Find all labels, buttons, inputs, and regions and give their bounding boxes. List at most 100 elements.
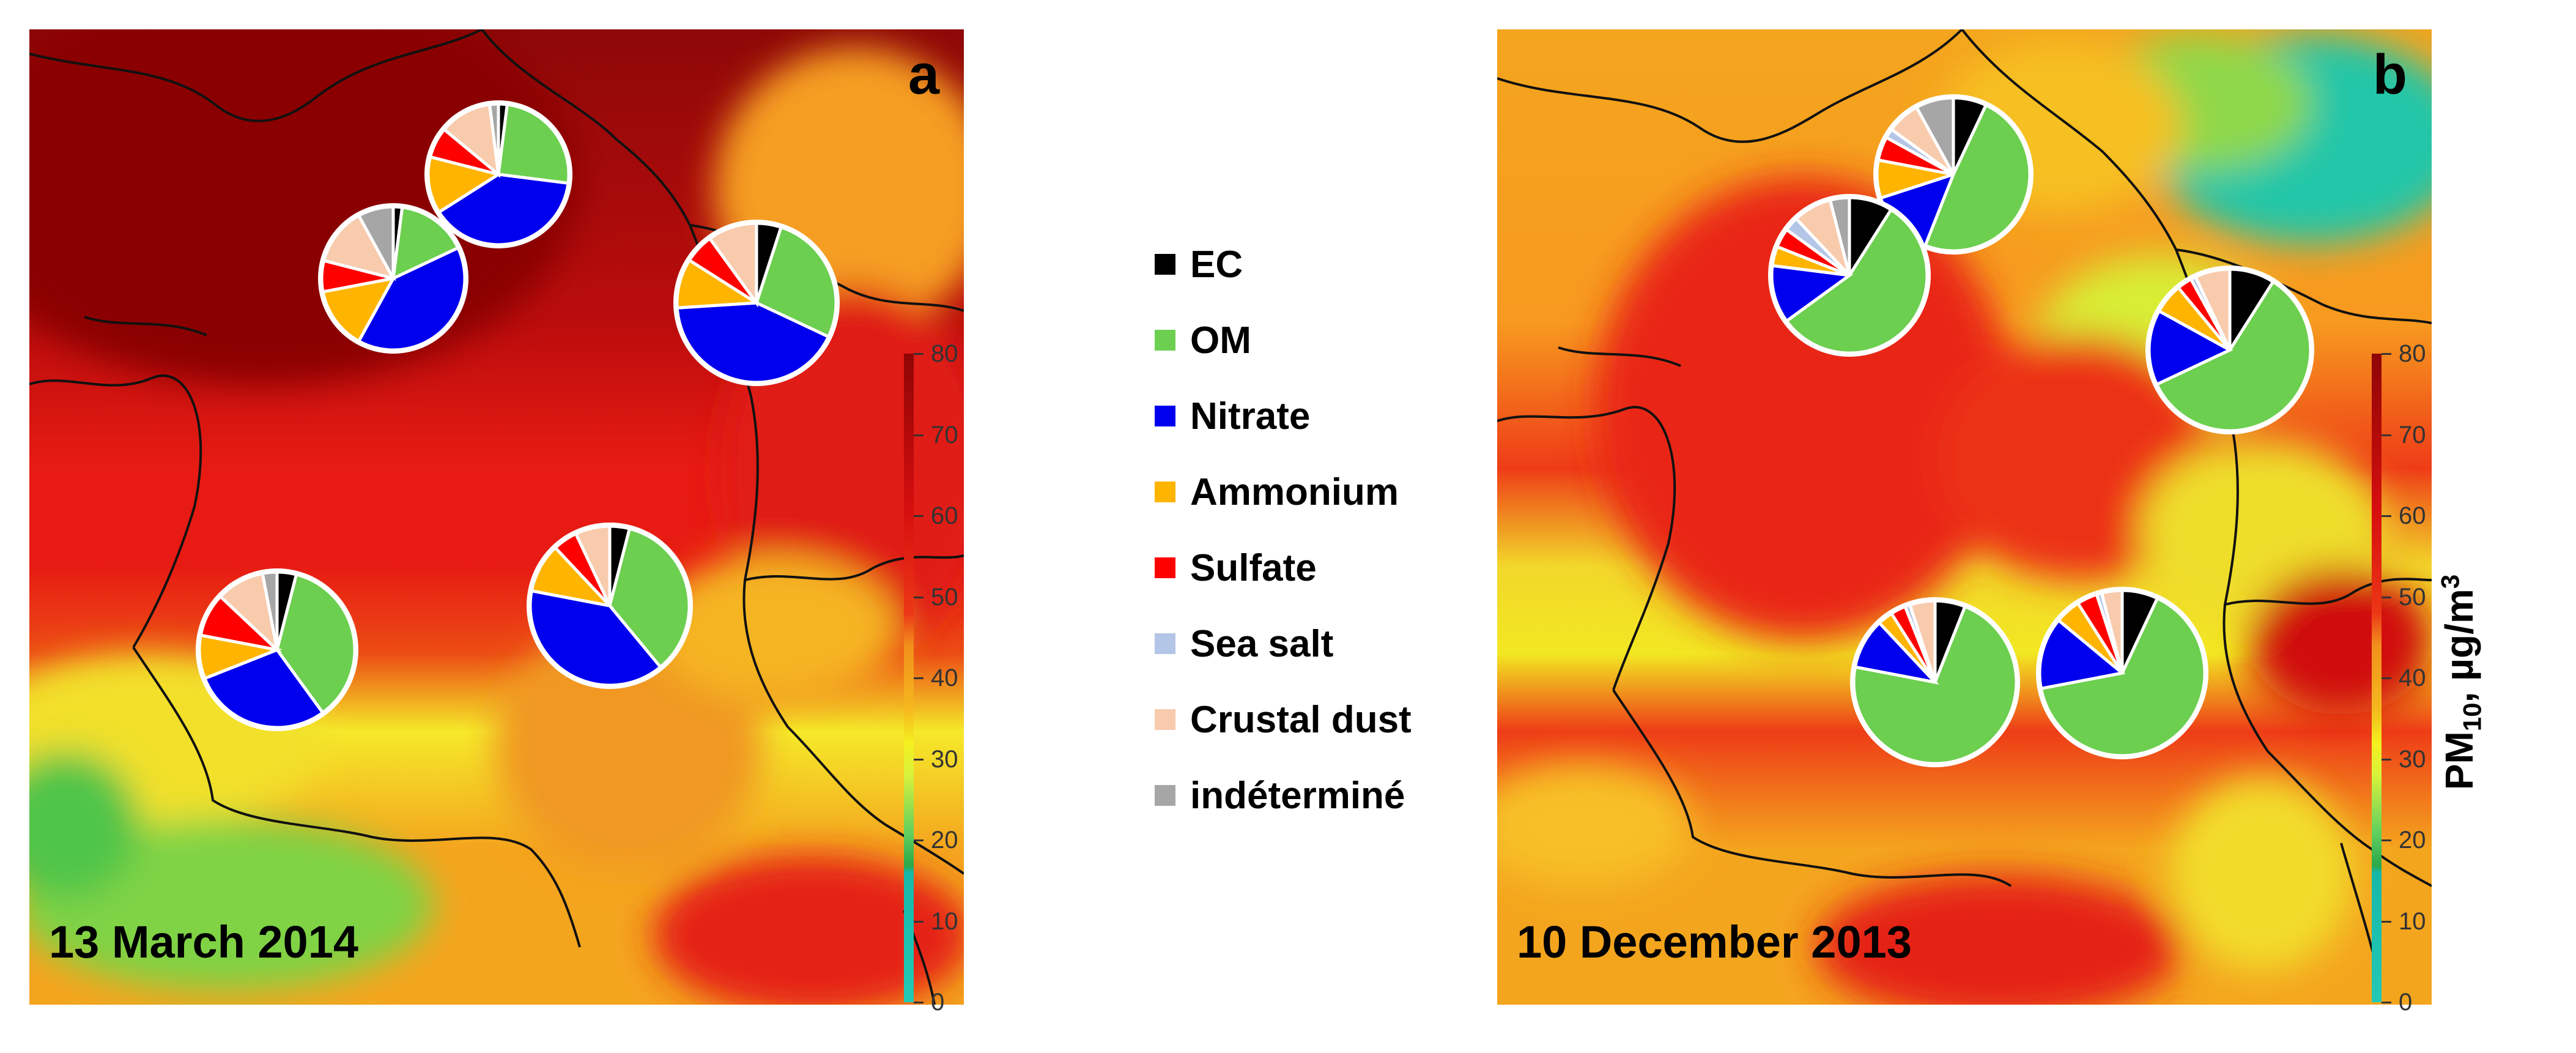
pie-slice-nitrate <box>528 589 663 687</box>
colorbar-tick-label: 80 <box>2399 340 2426 367</box>
panel-date-a: 13 March 2014 <box>49 917 359 967</box>
country-borders <box>1497 29 2432 972</box>
pie-slice-om <box>2155 280 2312 433</box>
pie-chart-a-south-east <box>527 523 693 689</box>
colorbar-tick <box>914 515 923 517</box>
colorbar-tick-label: 10 <box>2399 907 2426 935</box>
pie-slice-crustal-dust <box>1908 599 1937 683</box>
component-legend: EC OM Nitrate Ammonium Sulfate Sea salt … <box>1155 226 1412 833</box>
legend-item-ec: EC <box>1155 226 1412 302</box>
colorbar-tick-label: 40 <box>2399 664 2426 691</box>
pie-slice-crustal-dust <box>442 103 501 178</box>
pie-chart-a-south-west <box>196 568 358 731</box>
pie-slice-nitrate <box>1770 264 1854 324</box>
colorbar-tick-label: 10 <box>931 907 958 935</box>
colorbar-tick-label: 40 <box>931 664 958 691</box>
pie-slice-nitrate <box>202 647 325 729</box>
legend-label-ammonium: Ammonium <box>1190 471 1399 513</box>
pie-slice-om <box>2039 596 2207 757</box>
pie-slice-crustal-dust <box>2100 589 2124 674</box>
colorbar-tick <box>914 434 923 436</box>
colorbar-tick <box>2382 596 2391 598</box>
pie-slice-indéterminé <box>1914 96 1955 176</box>
pie-slice-indéterminé <box>261 570 279 650</box>
colorbar-a: 80 70 60 50 40 30 20 10 0 <box>904 341 1210 1014</box>
pie-slice-om <box>275 572 357 715</box>
map-panel-b: b 10 December 2013 <box>1497 29 2432 1005</box>
pie-slice-indéterminé <box>357 205 395 280</box>
legend-swatch-nitrate <box>1155 406 1175 426</box>
colorbar-tick <box>2382 515 2391 517</box>
colorbar-tick <box>2382 1002 2391 1003</box>
legend-swatch-sea-salt <box>1155 633 1175 654</box>
colorbar-tick-label: 70 <box>931 421 958 448</box>
legend-item-sea-salt: Sea salt <box>1155 606 1412 682</box>
pie-slice-crustal-dust <box>2193 267 2232 351</box>
pm10-map-b <box>1497 29 2432 1005</box>
colorbar-tick-label: 30 <box>2399 745 2426 773</box>
colorbar-tick <box>2382 353 2391 355</box>
pie-chart-a-north <box>424 100 572 248</box>
pie-slice-nitrate <box>357 245 467 352</box>
pie-slice-om <box>391 206 461 281</box>
legend-label-indetermine: indéterminé <box>1190 774 1405 817</box>
colorbar-tick <box>914 920 923 923</box>
pie-slice-om <box>1784 207 1929 355</box>
colorbar-tick-label: 50 <box>2399 583 2426 611</box>
pie-slice-om <box>1923 103 2032 253</box>
colorbar-ramp <box>904 354 914 1002</box>
panel-letter-b: b <box>2372 43 2407 106</box>
legend-swatch-om <box>1155 330 1175 351</box>
pie-slice-crustal-dust <box>708 221 758 308</box>
colorbar-ramp <box>2372 354 2382 1002</box>
colorbar-tick-label: 70 <box>2399 421 2426 448</box>
pie-slice-om <box>497 103 571 185</box>
colorbar-tick-label: 0 <box>2399 989 2413 1016</box>
colorbar-tick-label: 20 <box>2399 827 2426 854</box>
legend-swatch-sulfate <box>1155 557 1175 578</box>
legend-label-sulfate: Sulfate <box>1190 546 1317 589</box>
pie-chart-b-north <box>1873 94 2034 255</box>
colorbar-tick-label: 60 <box>2399 502 2426 529</box>
colorbar-tick-label: 80 <box>931 340 958 367</box>
colorbar-tick <box>2382 434 2391 436</box>
colorbar-title-text: PM10, µg/m3 <box>2435 574 2487 791</box>
pie-slice-indéterminé <box>1828 196 1851 276</box>
pie-chart-b-south-east <box>2036 587 2208 759</box>
pie-slice-indéterminé <box>487 102 500 175</box>
pie-chart-b-north-east <box>2145 266 2314 434</box>
colorbar-tick <box>914 1002 923 1003</box>
colorbar-tick <box>2382 920 2391 923</box>
pie-slice-nitrate <box>2147 309 2234 387</box>
legend-label-sea-salt: Sea salt <box>1190 622 1334 665</box>
pie-slice-crustal-dust <box>574 524 612 607</box>
colorbar-tick-label: 0 <box>931 989 945 1016</box>
legend-label-ec: EC <box>1190 243 1243 286</box>
panel-date-b: 10 December 2013 <box>1517 917 1912 967</box>
legend-swatch-crustal-dust <box>1155 709 1175 730</box>
colorbar-title: PM10, µg/m3 <box>2436 575 2487 790</box>
colorbar-tick <box>914 596 923 598</box>
pie-slice-crustal-dust <box>322 214 396 281</box>
legend-item-indetermine: indéterminé <box>1155 757 1412 833</box>
pie-chart-a-north-west <box>318 203 468 354</box>
colorbar-tick <box>914 758 923 761</box>
colorbar-tick-label: 30 <box>931 745 958 773</box>
legend-swatch-ec <box>1155 254 1175 275</box>
colorbar-tick-label: 50 <box>931 583 958 611</box>
pie-slice-om <box>608 527 691 669</box>
colorbar-tick <box>2382 839 2391 841</box>
colorbar-tick <box>914 677 923 679</box>
pie-slice-nitrate <box>2038 618 2126 691</box>
legend-label-nitrate: Nitrate <box>1190 395 1311 437</box>
legend-item-ammonium: Ammonium <box>1155 454 1412 530</box>
colorbar-tick <box>914 353 923 355</box>
legend-label-crustal-dust: Crustal dust <box>1190 698 1412 741</box>
pie-slice-ammonium <box>321 276 396 343</box>
colorbar-tick <box>2382 758 2391 761</box>
legend-swatch-ammonium <box>1155 482 1175 502</box>
pie-slice-nitrate <box>675 301 831 384</box>
colorbar-b: 80 70 60 50 40 30 20 10 0 <box>2372 341 2576 1014</box>
colorbar-tick <box>2382 677 2391 679</box>
